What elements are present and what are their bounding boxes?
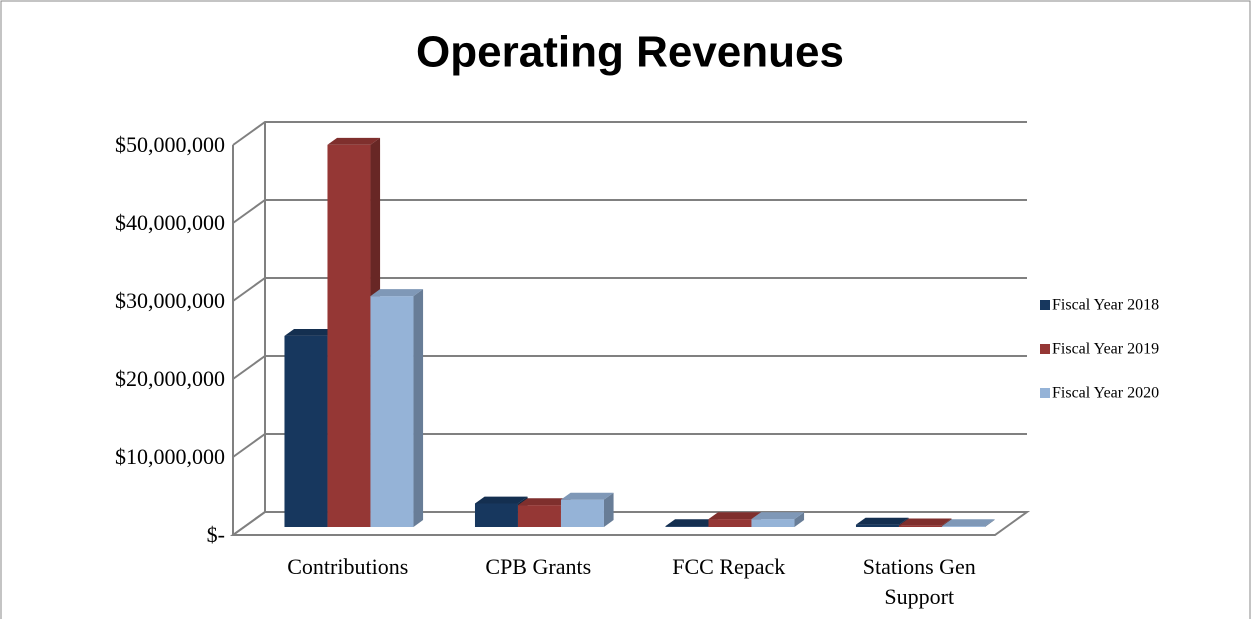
bar-front (751, 519, 795, 527)
bar-front (665, 526, 709, 527)
x-tick-label: FCC Repack (672, 554, 786, 579)
bar-side (413, 289, 424, 527)
bar-front (855, 524, 899, 527)
bar-top (517, 498, 571, 506)
bar-top (665, 519, 719, 527)
y-tick-label: $10,000,000 (115, 444, 225, 469)
bar-top (941, 519, 995, 527)
legend-swatch (1040, 300, 1050, 310)
bar-top (474, 496, 528, 504)
grid-line (232, 121, 1027, 146)
y-tick-label: $20,000,000 (115, 366, 225, 391)
x-tick-label: CPB Grants (485, 554, 592, 579)
bar-side (794, 512, 805, 527)
bar-front (941, 526, 985, 527)
bar-front (708, 519, 752, 527)
bar-side (603, 492, 614, 527)
bar-front (284, 335, 328, 527)
bar-top (898, 518, 952, 526)
bar-top (284, 328, 338, 336)
bar-front (327, 144, 371, 527)
legend-label: Fiscal Year 2018 (1052, 297, 1159, 314)
bar-front (370, 296, 414, 527)
bar-front (474, 503, 518, 527)
x-tick-label: Stations Gen Support (862, 554, 976, 609)
grid-line (232, 355, 1027, 380)
grid-line (232, 433, 1027, 458)
bar-top (370, 289, 424, 297)
y-tick-label: $30,000,000 (115, 288, 225, 313)
bar-front (560, 499, 604, 527)
bar-front (898, 525, 942, 527)
legend-label: Fiscal Year 2019 (1052, 341, 1159, 358)
grid-line (232, 199, 1027, 224)
bar-top (708, 512, 762, 520)
y-tick-label: $50,000,000 (115, 132, 225, 157)
y-tick-label: $- (207, 522, 225, 547)
bar-top (855, 517, 909, 525)
y-tick-label: $40,000,000 (115, 210, 225, 235)
bar-front (517, 505, 561, 527)
bar-top (751, 512, 805, 520)
grid-line (232, 277, 1027, 302)
bar-side (984, 519, 995, 527)
bar-top (327, 137, 381, 145)
legend-label: Fiscal Year 2020 (1052, 385, 1159, 402)
legend-swatch (1040, 388, 1050, 398)
bar-top (560, 492, 614, 500)
legend-swatch (1040, 344, 1050, 354)
grid-line (232, 511, 1027, 536)
chart-title: Operating Revenues (416, 28, 844, 77)
x-tick-label: Contributions (287, 554, 409, 579)
